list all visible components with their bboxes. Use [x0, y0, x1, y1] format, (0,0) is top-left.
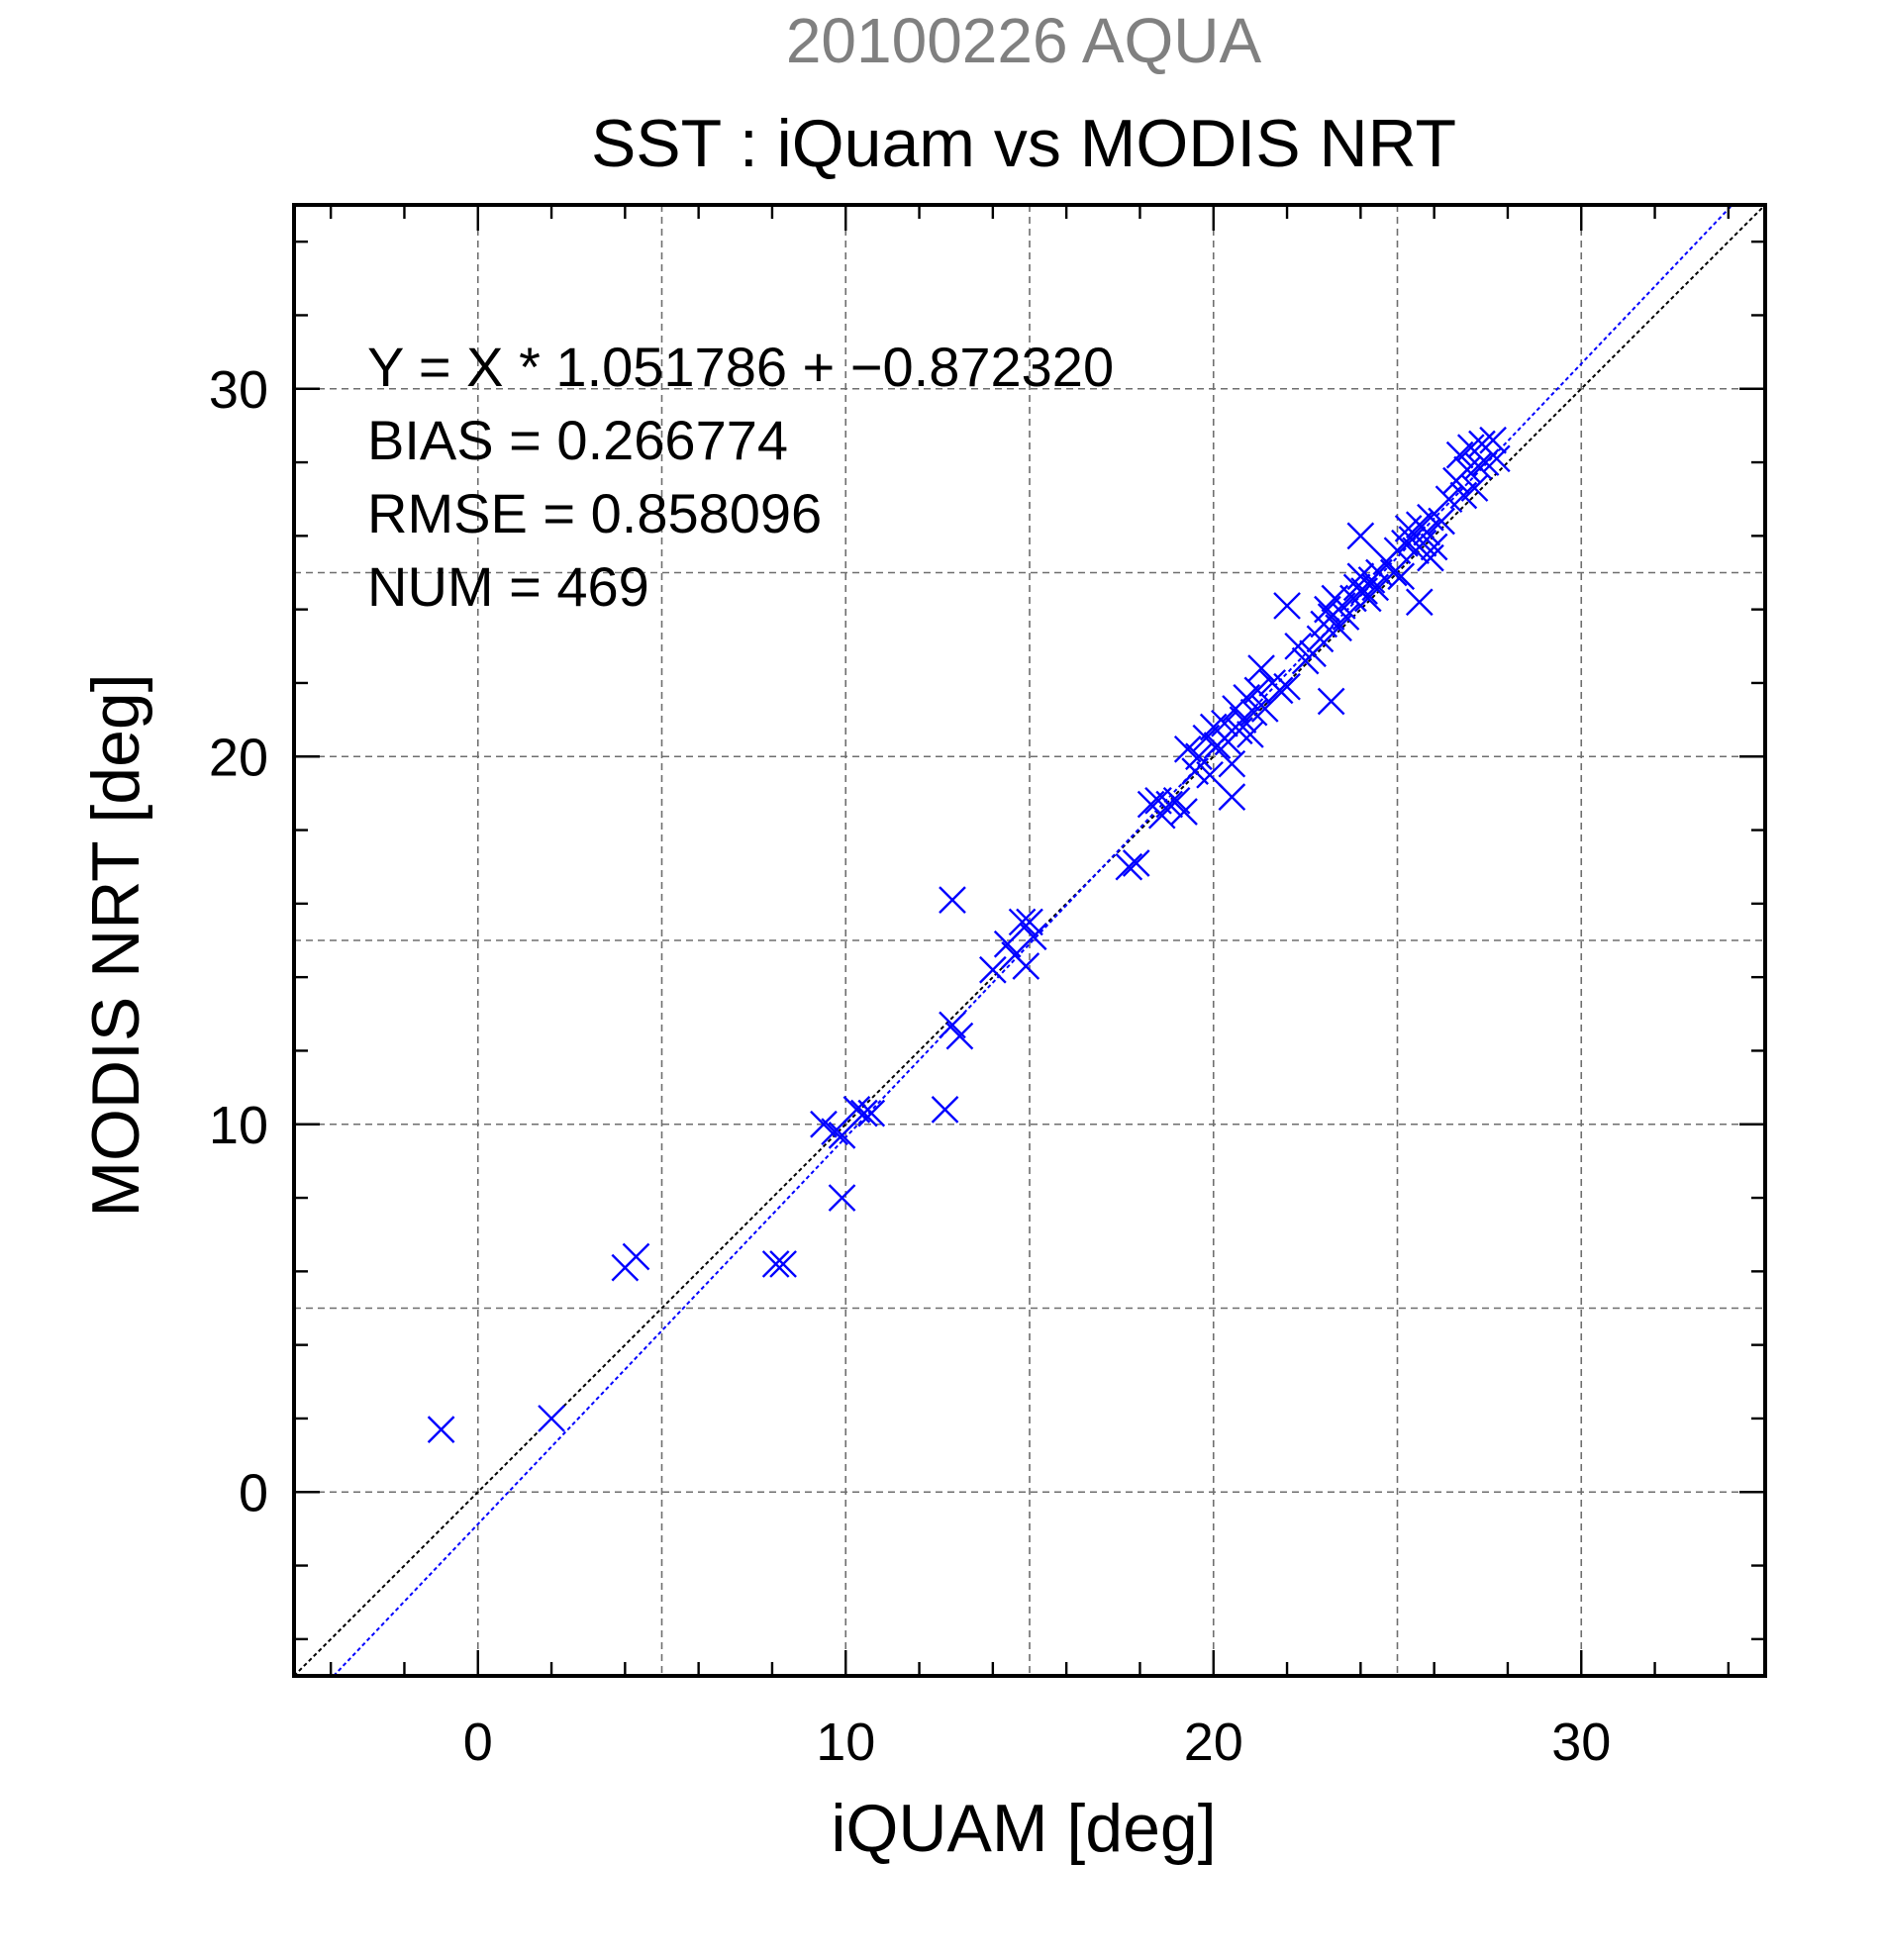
data-point [427, 1416, 455, 1443]
data-point [1218, 749, 1246, 778]
data-point [1185, 742, 1213, 771]
x-tick-label: 10 [816, 1713, 875, 1772]
data-point [1203, 732, 1232, 759]
data-point [979, 955, 1007, 984]
x-axis-label: iQUAM [deg] [831, 1791, 1216, 1866]
bias-value: BIAS = 0.266774 [367, 409, 788, 471]
x-tick-label: 0 [463, 1713, 493, 1772]
data-point [1237, 721, 1264, 748]
data-point [538, 1405, 565, 1432]
data-point [1008, 908, 1037, 936]
plot-border [292, 203, 1767, 1678]
data-point [931, 1096, 959, 1124]
data-point [1409, 529, 1437, 557]
data-point [857, 1099, 886, 1127]
plot-frame [292, 203, 1767, 1678]
data-point [1482, 444, 1511, 473]
data-point [1218, 783, 1246, 811]
data-point [945, 1022, 974, 1050]
data-point [828, 1184, 856, 1212]
data-point [1317, 687, 1345, 716]
data-point [1464, 451, 1493, 480]
data-point [1284, 632, 1313, 660]
y-tick-label: 20 [209, 728, 268, 787]
data-point [1211, 709, 1238, 737]
data-point [1453, 455, 1481, 484]
data-point [1299, 639, 1327, 668]
data-point [1265, 676, 1294, 705]
data-point [1155, 790, 1184, 819]
data-point [1122, 849, 1150, 877]
regression-line [333, 204, 1733, 1677]
data-point [849, 1099, 878, 1127]
data-point [1346, 522, 1375, 550]
grid-lines [294, 205, 1765, 1676]
data-point [1332, 603, 1360, 631]
stats-annotations: Y = X * 1.051786 + −0.872320 BIAS = 0.26… [367, 336, 1114, 618]
data-point [1387, 562, 1416, 591]
y-tick-label: 10 [209, 1096, 268, 1155]
x-tick-label: 30 [1551, 1713, 1611, 1772]
data-point [761, 1250, 790, 1278]
data-points [427, 426, 1511, 1443]
data-point [828, 1122, 856, 1149]
data-point [622, 1242, 650, 1271]
chart-subtitle: 20100226 AQUA [786, 5, 1262, 76]
regression-equation: Y = X * 1.051786 + −0.872320 [367, 336, 1114, 398]
y-tick-label: 30 [209, 360, 268, 420]
data-point [1273, 672, 1301, 701]
data-point [1115, 852, 1143, 881]
data-point [939, 886, 966, 914]
data-point [1420, 533, 1448, 561]
data-point [1196, 760, 1224, 789]
data-point [1247, 654, 1275, 682]
y-axis-label: MODIS NRT [deg] [78, 673, 153, 1217]
tick-labels: 0 10 20 30 0 10 20 30 [209, 360, 1611, 1772]
data-point [1471, 448, 1500, 476]
data-point [1239, 698, 1268, 727]
y-tick-label: 0 [239, 1463, 268, 1522]
data-point [1243, 676, 1272, 705]
data-point [1012, 952, 1040, 980]
rmse-value: RMSE = 0.858096 [367, 482, 822, 544]
chart-title: SST : iQuam vs MODIS NRT [591, 106, 1456, 181]
data-point [1479, 426, 1507, 454]
data-point [1170, 798, 1198, 826]
data-point [1417, 543, 1444, 572]
data-point [769, 1250, 797, 1278]
data-point [1225, 717, 1253, 745]
data-point [1428, 507, 1455, 536]
x-tick-label: 20 [1184, 1713, 1243, 1772]
data-point [1405, 588, 1434, 617]
data-point [1460, 474, 1489, 502]
data-point [1019, 923, 1047, 951]
data-point [821, 1118, 848, 1146]
num-value: NUM = 469 [367, 555, 649, 618]
data-point [1273, 592, 1301, 620]
data-point [1250, 695, 1279, 723]
